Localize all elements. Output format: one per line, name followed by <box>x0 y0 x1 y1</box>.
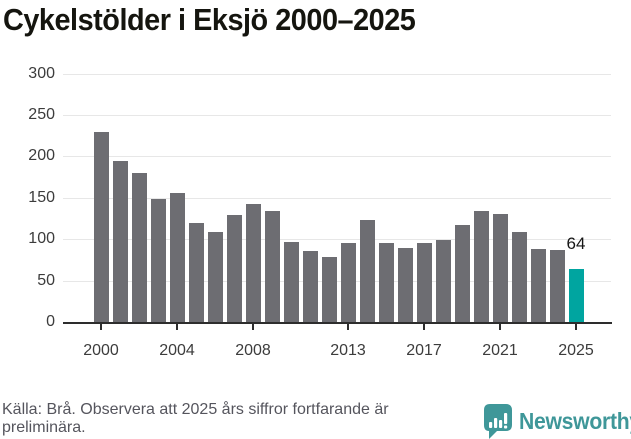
x-axis-label: 2004 <box>159 342 195 359</box>
x-axis-label: 2017 <box>406 342 442 359</box>
x-axis-tick <box>423 324 425 330</box>
bar-2014 <box>359 220 375 322</box>
bar-2023 <box>530 249 546 322</box>
x-axis-label: 2021 <box>482 342 518 359</box>
newsworthy-logo <box>484 404 513 439</box>
x-axis-label: 2008 <box>235 342 271 359</box>
source-note: Källa: Brå. Observera att 2025 års siffr… <box>2 401 389 437</box>
bar-2012 <box>321 257 337 322</box>
bar-2022 <box>511 231 527 322</box>
bar-2003 <box>150 199 166 322</box>
x-axis-tick <box>252 324 254 330</box>
y-axis-label: 100 <box>28 230 55 248</box>
bar-2013 <box>340 243 356 322</box>
bar-2009 <box>264 211 280 322</box>
bar-2001 <box>112 160 128 322</box>
bar-2000 <box>93 131 109 322</box>
bar-2017 <box>416 243 432 322</box>
bar-2005 <box>188 222 204 322</box>
x-axis-tick <box>347 324 349 330</box>
x-axis-line <box>63 322 612 324</box>
bar-2002 <box>131 172 147 322</box>
bar-2004 <box>169 192 185 322</box>
brand-name: Newsworthy <box>519 408 631 434</box>
highlight-bar-2025 <box>568 269 584 322</box>
highlight-value-label: 64 <box>566 234 586 253</box>
y-axis-label: 150 <box>28 188 55 206</box>
source-note-line: Källa: Brå. Observera att 2025 års siffr… <box>2 401 389 418</box>
chart-title: Cykelstölder i Eksjö 2000–2025 <box>3 2 416 37</box>
gridline-250 <box>63 115 611 116</box>
y-axis-label: 250 <box>28 106 55 123</box>
bar-2019 <box>454 225 470 322</box>
bar-2007 <box>226 215 242 322</box>
x-axis-label: 2000 <box>83 342 119 359</box>
gridline-300 <box>63 73 611 75</box>
x-axis-tick <box>176 324 178 330</box>
x-axis-label: 2025 <box>558 342 594 359</box>
x-axis-tick <box>499 324 501 330</box>
y-axis-label: 200 <box>28 147 55 165</box>
gridline-200 <box>63 156 611 158</box>
gridline-50 <box>63 280 611 282</box>
bar-2018 <box>435 240 451 322</box>
bar-2008 <box>245 204 261 322</box>
x-axis-label: 2013 <box>330 342 366 359</box>
bar-2010 <box>283 241 299 322</box>
bar-2021 <box>492 213 508 322</box>
x-axis-tick <box>100 324 102 330</box>
x-axis-tick <box>575 324 577 330</box>
y-axis-label: 0 <box>46 313 55 330</box>
bar-2011 <box>302 250 318 322</box>
gridline-150 <box>63 197 611 199</box>
bar-2016 <box>397 248 413 322</box>
y-axis-label: 50 <box>37 271 55 289</box>
source-note-line: preliminära. <box>2 419 86 436</box>
bar-2024 <box>549 249 565 322</box>
bar-2015 <box>378 243 394 322</box>
bar-2020 <box>473 211 489 322</box>
y-axis-label: 300 <box>28 64 55 82</box>
newsworthy-icon <box>484 404 512 439</box>
gridline-100 <box>63 239 611 241</box>
bar-2006 <box>207 231 223 322</box>
